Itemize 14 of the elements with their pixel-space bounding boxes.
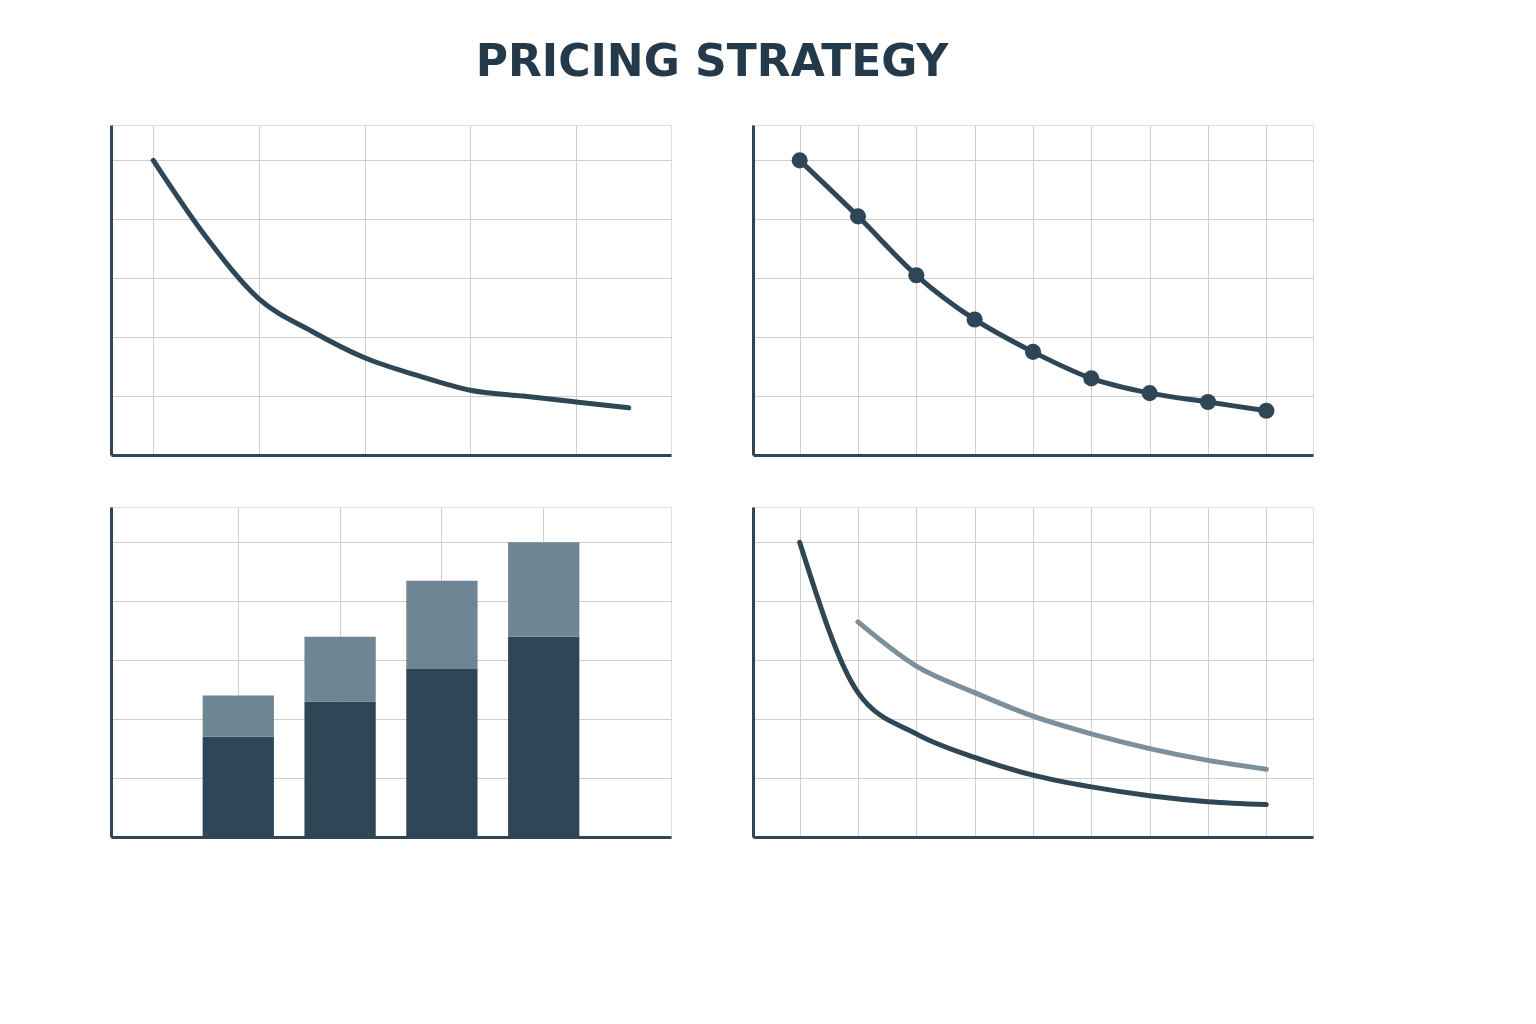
bar bbox=[508, 542, 580, 637]
bar bbox=[202, 695, 274, 737]
point bbox=[1083, 370, 1100, 387]
point bbox=[966, 311, 983, 328]
point bbox=[1024, 343, 1042, 360]
point bbox=[1258, 402, 1275, 419]
point bbox=[791, 152, 808, 169]
point bbox=[908, 267, 925, 284]
point bbox=[849, 208, 867, 225]
bar bbox=[304, 636, 376, 702]
point bbox=[1199, 393, 1217, 411]
chart-title: PRICING STRATEGY bbox=[475, 34, 950, 86]
bar bbox=[406, 580, 478, 670]
point bbox=[1141, 385, 1158, 402]
